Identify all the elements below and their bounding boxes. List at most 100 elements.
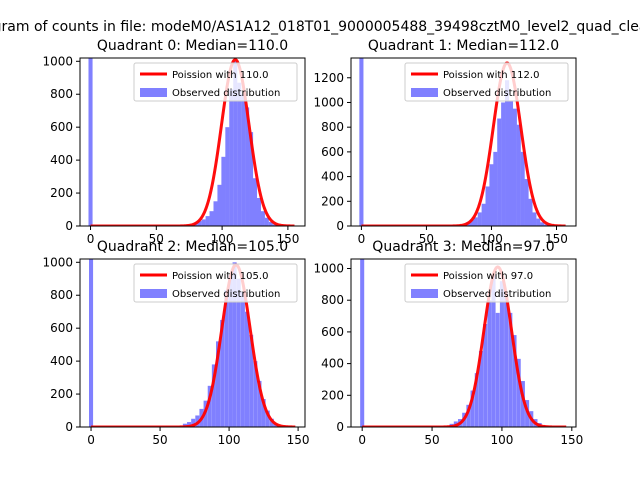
histogram-bar (516, 358, 521, 427)
y-tick-label: 800 (321, 120, 344, 134)
histogram-bar (544, 224, 549, 226)
x-tick-label: 150 (560, 433, 583, 447)
histogram-bar (249, 132, 254, 226)
subplot-quadrant-3: Quadrant 3: Median=97.0 0 50 100 150 0 200 400 6… (313, 239, 583, 447)
legend-bar-swatch (411, 289, 438, 298)
legend: Poission with 105.0 Observed distribution (133, 263, 298, 303)
histogram-bar (495, 312, 500, 427)
histogram-bar (220, 319, 225, 427)
histogram-bar (264, 217, 269, 226)
legend: Poission with 110.0 Observed distribution (133, 62, 298, 102)
poisson-curve (89, 58, 296, 226)
histogram-bar (221, 156, 226, 226)
y-tick-label: 600 (50, 321, 73, 335)
histogram-bar (499, 281, 504, 427)
histogram-bar (493, 151, 498, 226)
subplot-quadrant-2: Quadrant 2: Median=105.0 0 50 100 150 0 200 400… (42, 239, 309, 447)
y-tick-label: 200 (321, 194, 344, 208)
y-tick-label: 0 (336, 420, 344, 434)
histogram-bar (481, 203, 486, 226)
histogram-bar (501, 102, 506, 226)
histogram-bar (209, 211, 214, 226)
y-tick-label: 400 (321, 170, 344, 184)
histogram-bar (504, 292, 509, 427)
histogram-bar (516, 124, 521, 226)
y-tick-label: 1000 (42, 54, 73, 68)
histogram-bar (487, 300, 492, 427)
x-tick-label: 0 (87, 232, 95, 246)
histogram-bar (261, 399, 266, 427)
histogram-bar (508, 312, 513, 427)
legend-box (133, 263, 298, 303)
legend-bar-swatch (140, 289, 167, 298)
histogram-bar (497, 118, 502, 226)
subplot-title: Quadrant 0: Median=110.0 (97, 38, 288, 54)
histogram-bar (232, 262, 237, 427)
subplot-grid: Quadrant 0: Median=110.0 0 50 100 150 0 200 400… (42, 38, 583, 447)
legend: Poission with 112.0 Observed distribution (404, 62, 569, 102)
x-tick-label: 100 (490, 433, 513, 447)
y-tick-label: 200 (50, 186, 73, 200)
histogram-bar (528, 198, 533, 226)
y-tick-label: 1000 (42, 255, 73, 269)
histogram-bar (197, 221, 202, 226)
histogram-bar (491, 274, 496, 427)
x-tick-label: 150 (287, 433, 310, 447)
histogram-bar (201, 219, 206, 226)
y-tick-label: 400 (50, 354, 73, 368)
y-tick-label: 600 (50, 120, 73, 134)
histogram-bar (520, 151, 525, 226)
histogram-bar (473, 217, 478, 226)
histogram-bar (470, 390, 475, 427)
histogram-bar (360, 259, 365, 427)
legend-bar-swatch (411, 88, 438, 97)
histogram-bar (89, 259, 94, 427)
x-tick-label: 0 (87, 433, 95, 447)
histogram-bar (524, 179, 529, 226)
y-tick-label: 1000 (313, 262, 344, 276)
histogram-bar (532, 212, 537, 226)
y-tick-label: 600 (321, 145, 344, 159)
legend-label-observed: Observed distribution (172, 289, 280, 300)
y-tick-label: 1200 (313, 71, 344, 85)
legend: Poission with 97.0 Observed distribution (404, 263, 569, 303)
subplot-quadrant-1: Quadrant 1: Median=112.0 0 50 100 150 0 200 400… (313, 38, 577, 246)
y-tick-label: 0 (336, 219, 344, 233)
subplot-title: Quadrant 3: Median=97.0 (372, 239, 554, 255)
y-tick-label: 200 (50, 387, 73, 401)
y-tick-label: 200 (321, 388, 344, 402)
histogram-bar (505, 80, 510, 226)
legend-label-observed: Observed distribution (443, 289, 551, 300)
x-tick-label: 150 (276, 232, 299, 246)
histogram-bar (216, 341, 221, 427)
histogram-bar (256, 198, 261, 226)
histogram-bar (359, 58, 364, 226)
histogram-bar (244, 311, 250, 427)
histogram-bar (228, 275, 233, 427)
histogram-bar (536, 218, 541, 226)
histogram-bar (237, 82, 242, 226)
y-tick-label: 800 (321, 293, 344, 307)
histogram-bar (485, 186, 490, 226)
x-tick-label: 0 (358, 232, 366, 246)
histogram-bar (229, 89, 234, 226)
legend-label-poisson: Poission with 112.0 (443, 70, 539, 81)
histogram-bar (520, 381, 525, 427)
histogram-bar (191, 418, 196, 427)
x-tick-label: 0 (358, 433, 366, 447)
histogram-bar (489, 164, 494, 226)
histogram-bar (260, 211, 265, 226)
plot-area (359, 58, 567, 226)
histogram-bar (233, 61, 238, 226)
histogram-bar (512, 108, 517, 226)
legend-label-poisson: Poission with 110.0 (172, 70, 268, 81)
histogram-bar (224, 290, 229, 427)
legend-box (404, 263, 569, 303)
histogram-bar (466, 404, 471, 427)
poisson-curve (361, 265, 568, 427)
histogram-bar (252, 178, 258, 226)
x-tick-label: 150 (545, 232, 568, 246)
subplot-title: Quadrant 2: Median=105.0 (97, 239, 288, 255)
histogram-bar (257, 380, 262, 427)
